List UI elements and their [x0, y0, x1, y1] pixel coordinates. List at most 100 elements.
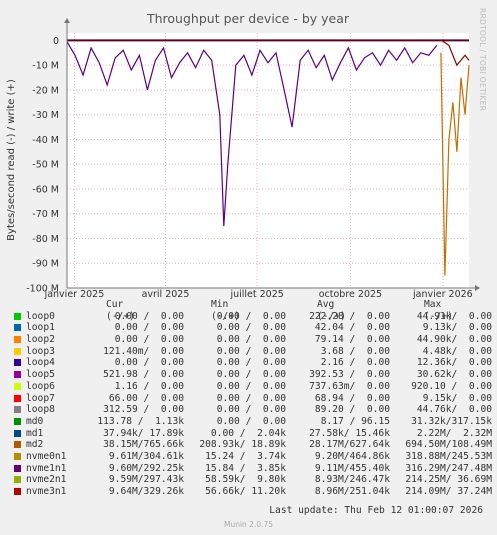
x-tick-label: janvier 2026 — [412, 289, 473, 300]
legend-avg: 89.20 / 0.00 — [314, 404, 390, 416]
legend-min: 58.59k/ 9.80k — [205, 474, 286, 486]
legend-name: loop0 — [26, 310, 55, 322]
legend-max: 30.62k/ 0.00 — [416, 369, 492, 381]
legend-swatch — [14, 359, 21, 367]
legend-cur: 9.64M/329.26k — [108, 486, 184, 497]
legend-max: 318.88M/245.53M — [405, 450, 492, 462]
legend-min: 0.00 / 0.00 — [216, 369, 286, 381]
legend-min: 15.84 / 3.85k — [205, 462, 286, 474]
legend-swatch — [14, 324, 21, 332]
legend-avg: 68.94 / 0.00 — [314, 392, 390, 404]
legend-min: 208.93k/ 18.89k — [199, 439, 286, 451]
legend-cur: 0.00 / 0.00 — [114, 357, 184, 369]
legend-name: loop6 — [26, 380, 55, 392]
legend-min: 56.66k/ 11.20k — [205, 486, 286, 497]
legend-avg: 737.63m/ 0.00 — [309, 380, 390, 392]
x-tick-label: avril 2025 — [142, 289, 190, 300]
legend-name: nvme0n1 — [26, 450, 67, 462]
legend-max: 44.90k/ 0.00 — [416, 334, 492, 346]
legend-avg: 27.58k/ 15.46k — [309, 427, 390, 439]
legend-avg: 8.96M/251.04k — [314, 486, 390, 497]
legend-cur: 521.98 / 0.00 — [103, 369, 184, 381]
legend-max: 214.25M/ 36.69M — [405, 474, 492, 486]
legend-name: md0 — [26, 415, 44, 427]
y-tick-label: -80 M — [32, 234, 59, 245]
legend-avg: 3.68 / 0.00 — [320, 345, 390, 357]
legend-avg: 42.04 / 0.00 — [314, 322, 390, 334]
legend-max: 920.10 / 0.00 — [411, 380, 492, 392]
legend-max: 316.29M/247.48M — [405, 462, 492, 474]
y-tick-label: -60 M — [32, 184, 59, 195]
legend-name: loop3 — [26, 345, 55, 357]
series-line-nvme2n1 — [440, 52, 470, 276]
legend-name: loop2 — [26, 334, 55, 346]
legend-avg: 9.11M/455.40k — [314, 462, 390, 474]
y-tick-label: -50 M — [32, 160, 59, 171]
legend-swatch — [14, 371, 21, 379]
legend-min: 0.00 / 0.00 — [216, 404, 286, 416]
x-axis-arrow — [475, 285, 480, 291]
x-tick-label: janvier 2025 — [44, 289, 105, 300]
y-tick-label: -20 M — [32, 85, 59, 96]
legend-name: loop7 — [26, 392, 55, 404]
legend-cur: 66.00 / 0.00 — [108, 392, 184, 404]
legend-avg: 222.28 / 0.00 — [309, 310, 390, 322]
legend-swatch — [14, 394, 21, 402]
legend-cur: 0.00 / 0.00 — [114, 322, 184, 334]
footer-version: Munin 2.0.75 — [223, 520, 274, 529]
legend-cur: 37.94k/ 17.89k — [103, 427, 184, 439]
legend-cur: 9.60M/292.25k — [108, 462, 184, 474]
legend-min: 0.00 / 0.00 — [216, 357, 286, 369]
chart: Throughput per device - by year Bytes/se… — [6, 11, 480, 300]
last-update: Last update: Thu Feb 12 01:00:07 2026 — [269, 505, 483, 516]
legend-min: 0.00 / 0.00 — [216, 345, 286, 357]
legend-max: 44.91k/ 0.00 — [416, 310, 492, 322]
plot-area: 0 -10 M -20 M -30 M -40 M -50 M -60 M -70 M -80 … — [26, 18, 480, 300]
legend-min: 0.00 / 0.00 — [216, 415, 286, 427]
legend-min: 0.00 / 0.00 — [216, 322, 286, 334]
legend-swatch — [14, 312, 21, 320]
legend-name: loop5 — [26, 369, 55, 381]
legend-cur: 9.59M/297.43k — [108, 474, 184, 486]
legend-swatch — [14, 336, 21, 344]
legend-swatch — [14, 347, 21, 355]
legend-min: 0.00 / 0.00 — [216, 334, 286, 346]
legend-max: 694.50M/108.49M — [405, 439, 492, 451]
legend-name: loop1 — [26, 322, 55, 334]
series-line-nvme1n1 — [66, 41, 438, 227]
legend-cur: 121.40m/ 0.00 — [103, 345, 184, 357]
legend-name: md2 — [26, 439, 44, 451]
legend-max: 44.76k/ 0.00 — [416, 404, 492, 416]
series-line-nvme3n1 — [440, 39, 470, 67]
legend-header-max: Max (-/+) — [424, 299, 453, 322]
legend-swatch — [14, 464, 21, 472]
y-tick-label: -30 M — [32, 110, 59, 121]
legend-max: 9.13k/ 0.00 — [422, 322, 492, 334]
legend-min: 0.00 / 0.00 — [216, 380, 286, 392]
legend-avg: 2.16 / 0.00 — [320, 357, 390, 369]
legend-max: 9.15k/ 0.00 — [422, 392, 492, 404]
legend-swatch — [14, 452, 21, 460]
legend-avg: 79.14 / 0.00 — [314, 334, 390, 346]
legend-swatch — [14, 382, 21, 390]
legend-header-avg: Avg (-/+) — [317, 299, 346, 322]
legend-max: 12.36k/ 0.00 — [416, 357, 492, 369]
legend-max: 2.22M/ 2.32M — [416, 427, 492, 439]
legend-header-cur: Cur (-/+) — [106, 299, 135, 322]
legend-cur: 113.78 / 1.13k — [97, 415, 184, 427]
legend-name: nvme3n1 — [26, 486, 67, 497]
y-tick-label: 0 — [53, 36, 59, 47]
chart-title: Throughput per device - by year — [146, 11, 350, 26]
legend-max: 214.09M/ 37.24M — [405, 486, 492, 497]
legend-name: nvme1n1 — [26, 462, 67, 474]
legend-swatch — [14, 488, 21, 495]
side-label: RRDTOOL / TOBI OETIKER — [478, 8, 487, 112]
y-tick-label: -40 M — [32, 135, 59, 146]
legend-min: 0.00 / 0.00 — [216, 310, 286, 322]
legend-cur: 1.16 / 0.00 — [114, 380, 184, 392]
legend-name: loop8 — [26, 404, 55, 416]
legend-avg: 8.93M/246.47k — [314, 474, 390, 486]
legend-avg: 28.17M/627.64k — [309, 439, 390, 451]
legend-min: 0.00 / 0.00 — [216, 392, 286, 404]
legend-cur: 312.59 / 0.00 — [103, 404, 184, 416]
